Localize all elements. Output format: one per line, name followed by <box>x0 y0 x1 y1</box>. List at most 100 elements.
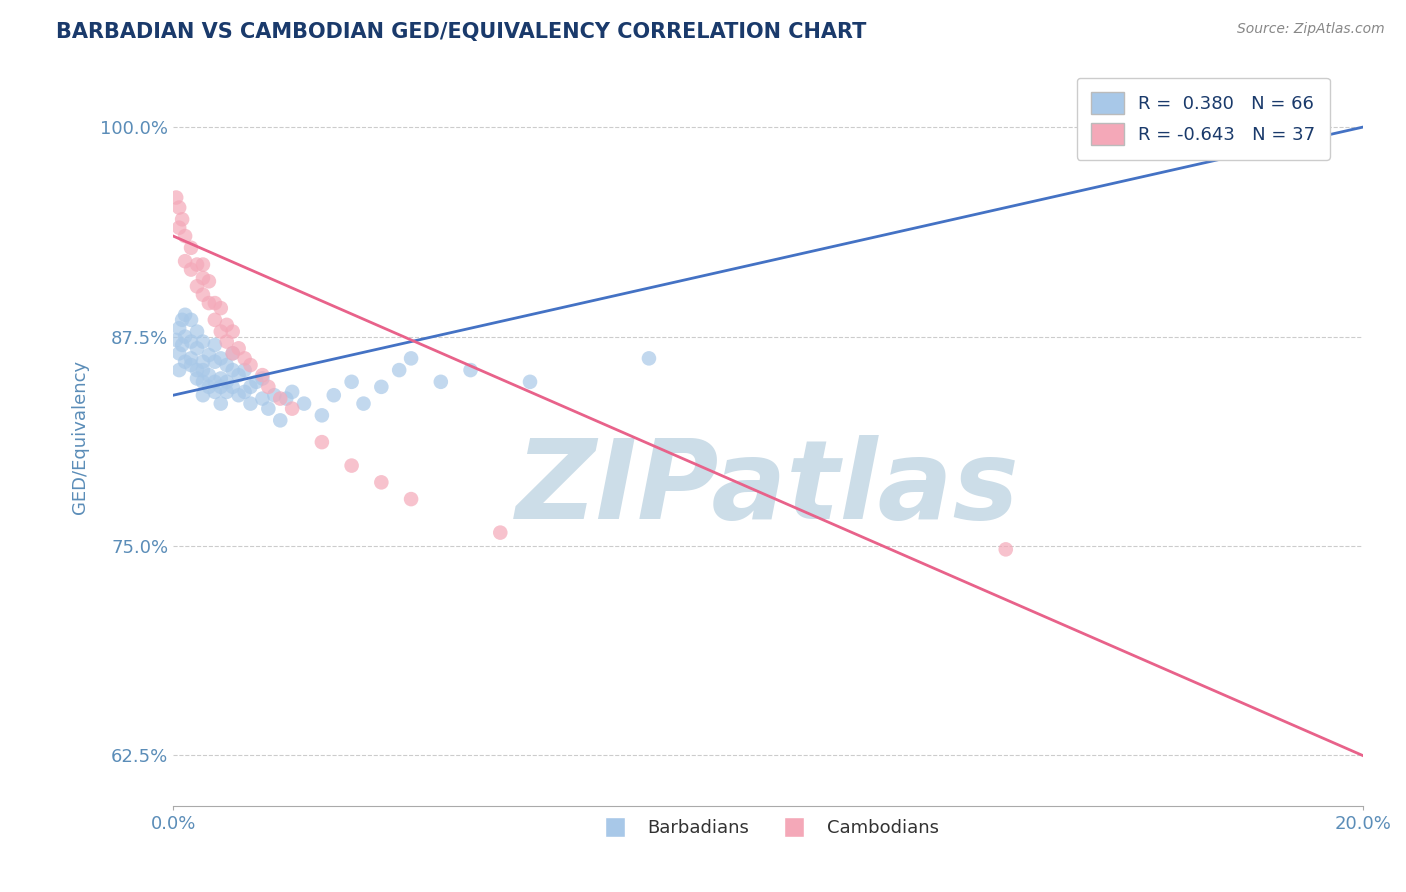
Point <box>180 351 202 366</box>
Point <box>198 380 221 394</box>
Point <box>276 392 298 406</box>
Point <box>322 388 344 402</box>
Point <box>209 301 232 315</box>
Point <box>198 296 221 310</box>
Point <box>172 338 194 352</box>
Point <box>172 212 194 227</box>
Point <box>233 384 256 399</box>
Point <box>292 396 315 410</box>
Point <box>180 262 202 277</box>
Point <box>221 346 243 360</box>
Legend: Barbadians, Cambodians: Barbadians, Cambodians <box>589 812 946 845</box>
Point <box>204 384 226 399</box>
Point <box>174 329 197 343</box>
Point <box>186 325 208 339</box>
Point <box>215 375 238 389</box>
Point <box>228 368 250 383</box>
Point <box>191 258 214 272</box>
Point <box>263 388 285 402</box>
Point <box>198 274 221 288</box>
Point <box>167 363 190 377</box>
Point <box>215 358 238 372</box>
Point <box>519 375 541 389</box>
Point <box>221 380 243 394</box>
Point <box>204 296 226 310</box>
Point <box>198 368 221 383</box>
Point <box>209 396 232 410</box>
Point <box>167 346 190 360</box>
Point <box>239 396 262 410</box>
Point <box>165 190 187 204</box>
Point <box>257 380 280 394</box>
Point <box>215 384 238 399</box>
Point <box>209 380 232 394</box>
Point <box>311 409 333 423</box>
Point <box>215 318 238 332</box>
Point <box>228 341 250 355</box>
Point <box>198 348 221 362</box>
Point <box>191 375 214 389</box>
Point <box>204 338 226 352</box>
Point <box>191 287 214 301</box>
Point <box>174 229 197 244</box>
Point <box>233 363 256 377</box>
Point <box>489 525 512 540</box>
Point <box>353 396 375 410</box>
Point <box>370 380 392 394</box>
Point <box>994 542 1017 557</box>
Y-axis label: GED/Equivalency: GED/Equivalency <box>72 360 89 514</box>
Point <box>269 392 291 406</box>
Text: BARBADIAN VS CAMBODIAN GED/EQUIVALENCY CORRELATION CHART: BARBADIAN VS CAMBODIAN GED/EQUIVALENCY C… <box>56 22 866 42</box>
Point <box>228 388 250 402</box>
Point <box>204 375 226 389</box>
Point <box>172 313 194 327</box>
Point <box>221 363 243 377</box>
Point <box>186 363 208 377</box>
Point <box>269 413 291 427</box>
Point <box>221 346 243 360</box>
Point <box>281 384 304 399</box>
Point <box>239 380 262 394</box>
Point <box>370 475 392 490</box>
Point <box>174 355 197 369</box>
Point <box>167 201 190 215</box>
Point <box>209 325 232 339</box>
Text: ZIPatlas: ZIPatlas <box>516 435 1019 542</box>
Point <box>233 351 256 366</box>
Point <box>167 321 190 335</box>
Point <box>191 388 214 402</box>
Point <box>638 351 661 366</box>
Point <box>252 392 274 406</box>
Point <box>1263 123 1285 137</box>
Point <box>245 375 267 389</box>
Point <box>204 313 226 327</box>
Point <box>191 363 214 377</box>
Point <box>257 401 280 416</box>
Text: Source: ZipAtlas.com: Source: ZipAtlas.com <box>1237 22 1385 37</box>
Point <box>165 333 187 347</box>
Point <box>399 351 422 366</box>
Point <box>340 458 363 473</box>
Point <box>460 363 482 377</box>
Point <box>186 341 208 355</box>
Point <box>215 334 238 349</box>
Point <box>186 258 208 272</box>
Point <box>174 308 197 322</box>
Point <box>180 313 202 327</box>
Point <box>209 351 232 366</box>
Point <box>180 334 202 349</box>
Point <box>180 358 202 372</box>
Point <box>388 363 411 377</box>
Point <box>191 355 214 369</box>
Point <box>180 241 202 255</box>
Point <box>191 271 214 285</box>
Point <box>281 401 304 416</box>
Point <box>1114 837 1136 851</box>
Point <box>340 375 363 389</box>
Point <box>186 279 208 293</box>
Point <box>186 371 208 385</box>
Point <box>204 355 226 369</box>
Point <box>311 435 333 450</box>
Point <box>430 375 453 389</box>
Point <box>221 325 243 339</box>
